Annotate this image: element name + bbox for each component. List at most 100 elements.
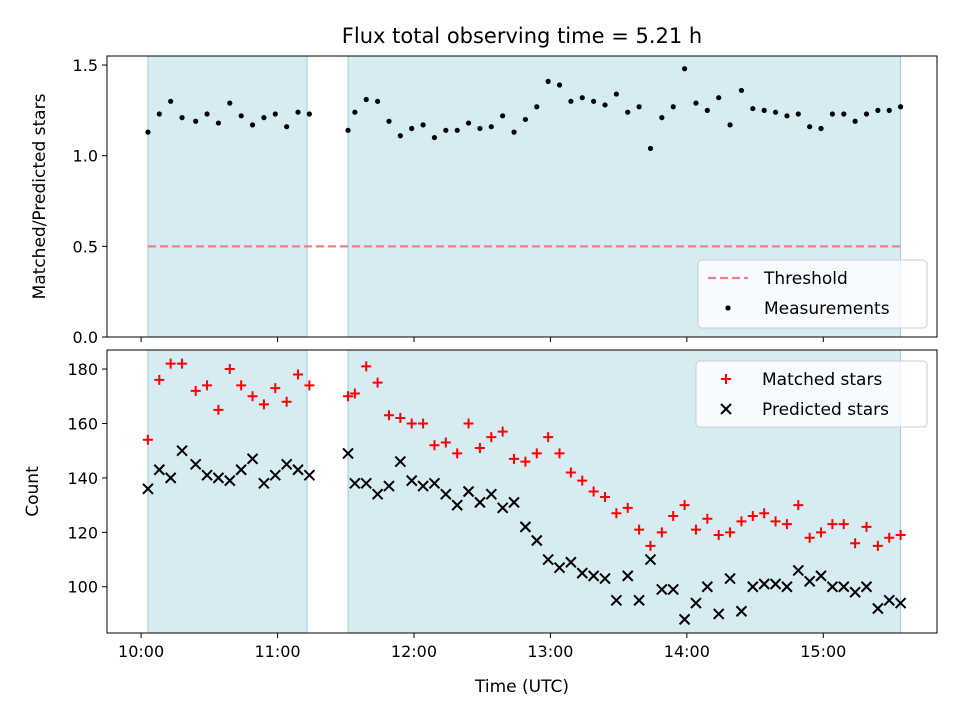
matched-stars-point — [372, 377, 383, 388]
measurements-point — [898, 104, 904, 110]
measurements-point — [522, 116, 529, 123]
x-tick-label: 13:00 — [527, 642, 573, 661]
axes-frame — [106, 349, 938, 634]
predicted-stars-point — [496, 502, 509, 514]
matched-stars-point — [804, 532, 815, 543]
measurements-point — [272, 111, 278, 117]
predicted-stars-point — [815, 570, 827, 582]
measurements-point — [345, 127, 351, 133]
measurements-point — [545, 78, 551, 84]
predicted-stars-point — [758, 578, 770, 590]
predicted-stars-point — [224, 474, 236, 487]
measurements-point — [602, 102, 608, 108]
x-tick-label: 10:00 — [118, 642, 164, 661]
predicted-stars-point — [769, 578, 782, 590]
axes-frame — [106, 55, 938, 338]
measurements-point — [431, 134, 438, 141]
matched-stars-point — [759, 508, 770, 519]
matched-stars-point — [190, 385, 201, 396]
matched-stars-point — [224, 364, 235, 375]
predicted-stars-point — [349, 477, 361, 490]
measurements-point — [363, 96, 369, 103]
predicted-stars-point — [690, 597, 702, 609]
matched-stars-point — [668, 510, 679, 521]
predicted-stars-point — [508, 496, 520, 509]
matched-stars-point — [270, 383, 281, 394]
matched-stars-point — [509, 453, 520, 464]
measurements-point — [704, 107, 710, 113]
matched-stars-point — [713, 530, 724, 541]
y-tick-label: 0.0 — [73, 328, 98, 347]
matched-stars-point — [577, 475, 588, 486]
matched-stars-point — [793, 500, 804, 511]
predicted-stars-point — [622, 570, 634, 582]
measurements-point — [659, 115, 665, 121]
matched-stars-point — [861, 521, 872, 532]
measurements-point — [215, 120, 222, 126]
matched-stars-point — [177, 358, 188, 369]
matched-stars-point — [142, 434, 153, 445]
predicted-stars-point — [531, 534, 543, 547]
measurements-point — [863, 111, 870, 117]
legend-key-predicted — [720, 403, 732, 415]
matched-stars-point — [725, 527, 736, 538]
measurements-point — [647, 145, 654, 152]
predicted-stars-point — [212, 472, 225, 484]
matched-stars-point — [872, 540, 883, 551]
predicted-stars-point — [633, 594, 645, 607]
matched-stars-point — [543, 432, 554, 443]
predicted-stars-point — [542, 553, 554, 566]
measurements-point — [818, 125, 824, 132]
matched-stars-point — [383, 410, 394, 421]
matched-stars-point — [770, 516, 781, 527]
predicted-stars-point — [474, 496, 486, 509]
y-tick-label: 180 — [67, 360, 98, 379]
measurements-point — [716, 95, 722, 101]
predicted-stars-point — [406, 474, 418, 487]
predicted-stars-point — [644, 553, 657, 566]
matched-stars-point — [361, 361, 372, 372]
y-tick-label: 0.5 — [73, 237, 98, 256]
measurements-point — [306, 111, 312, 117]
measurements-point — [179, 115, 185, 121]
measurements-point — [204, 111, 210, 117]
matched-stars-point — [429, 440, 440, 451]
matched-stars-point — [895, 530, 906, 541]
measurements-point — [375, 98, 381, 104]
predicted-stars-point — [610, 594, 623, 607]
predicted-stars-point — [860, 581, 873, 593]
predicted-stars-point — [164, 472, 177, 484]
chart-title: Flux total observing time = 5.21 h — [342, 24, 702, 48]
measurements-point — [841, 111, 847, 117]
predicted-stars-point — [280, 458, 293, 470]
measurements-point — [238, 113, 244, 119]
predicted-stars-point — [576, 567, 588, 579]
x-tick-label: 14:00 — [664, 642, 710, 661]
y-tick-label: 1.5 — [73, 56, 98, 75]
predicted-stars-point — [712, 608, 725, 620]
measurements-point — [397, 133, 403, 139]
measurements-point — [886, 107, 892, 113]
legend-box — [695, 360, 928, 428]
matched-stars-point — [304, 380, 315, 391]
measurements-point — [579, 95, 585, 101]
predicted-stars-point — [656, 583, 668, 596]
measurements-point — [875, 107, 881, 113]
matched-stars-point — [406, 418, 417, 429]
predicted-stars-point — [235, 464, 247, 476]
measurements-point — [727, 122, 733, 128]
measurements-point — [750, 105, 756, 112]
predicted-stars-point — [724, 572, 736, 585]
y-tick-label: 160 — [67, 414, 98, 433]
matched-stars-point — [531, 448, 542, 459]
measurements-point — [761, 107, 767, 113]
measurements-point — [591, 98, 597, 104]
predicted-stars-point — [360, 477, 372, 490]
predicted-stars-point — [440, 488, 452, 500]
measurements-point — [386, 118, 392, 124]
matched-stars-point — [816, 527, 827, 538]
predicted-stars-point — [201, 469, 213, 481]
predicted-stars-point — [417, 480, 429, 492]
predicted-stars-point — [462, 485, 475, 498]
measurements-point — [145, 129, 151, 135]
